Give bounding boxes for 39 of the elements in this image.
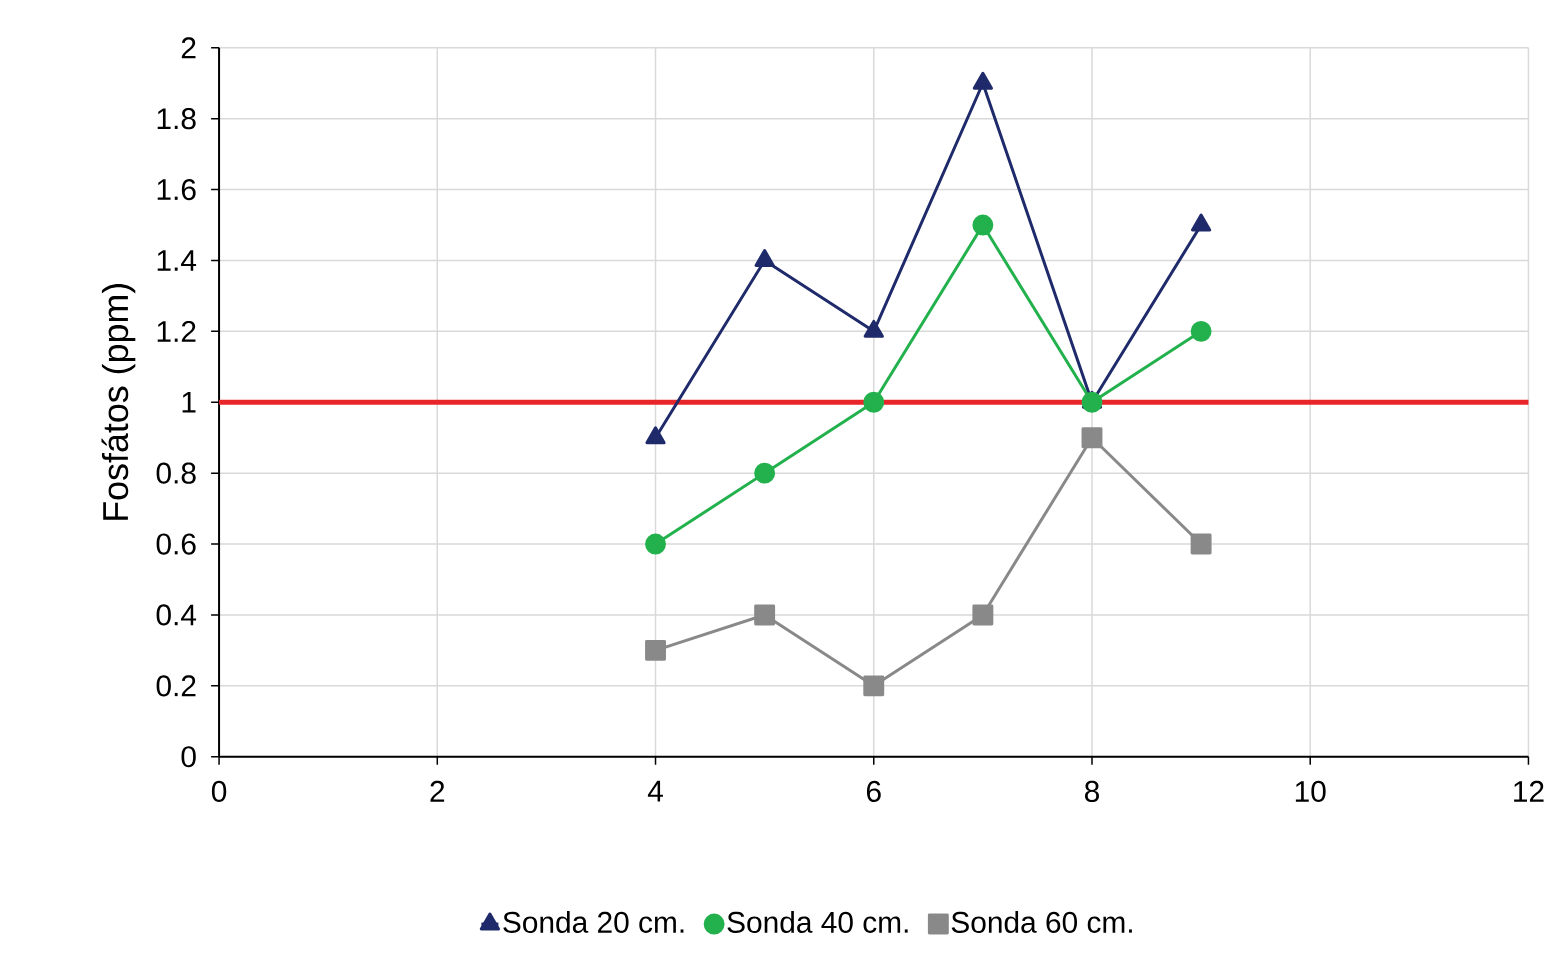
y-tick-label: 2 bbox=[181, 37, 196, 59]
point bbox=[1081, 391, 1103, 413]
point bbox=[863, 391, 885, 413]
x-tick-label: 10 bbox=[1295, 780, 1326, 803]
y-tick-label: 0 bbox=[181, 746, 196, 768]
point bbox=[754, 462, 776, 484]
point bbox=[645, 426, 666, 445]
y-tick-label: 0.4 bbox=[156, 604, 197, 626]
point bbox=[754, 249, 775, 268]
x-tick-label: 12 bbox=[1514, 780, 1544, 802]
x-tick-label: 4 bbox=[647, 780, 663, 802]
y-axis-title: Fosfátos (ppm) bbox=[101, 284, 136, 520]
point bbox=[972, 604, 994, 626]
y-tick-label: 0.6 bbox=[156, 533, 196, 555]
point bbox=[1190, 533, 1212, 555]
point bbox=[972, 214, 994, 236]
point bbox=[645, 533, 666, 555]
point bbox=[863, 675, 885, 697]
x-tick-label: 2 bbox=[430, 780, 445, 802]
y-tick-label: 1.6 bbox=[157, 179, 196, 201]
y-tick-label: 1 bbox=[182, 392, 196, 413]
y-tick-label: 0.2 bbox=[156, 675, 196, 697]
legend-label: Sonda 20 cm. bbox=[503, 911, 684, 934]
x-tick-label: 0 bbox=[211, 780, 227, 803]
legend-label: Sonda 60 cm. bbox=[951, 911, 1132, 934]
point bbox=[645, 640, 666, 661]
point bbox=[863, 319, 884, 338]
y-tick-label: 0.8 bbox=[156, 462, 196, 484]
point bbox=[1081, 427, 1103, 449]
point bbox=[754, 604, 776, 626]
x-tick-label: 8 bbox=[1084, 780, 1099, 803]
y-tick-label: 1.2 bbox=[157, 321, 196, 342]
x-tick-label: 6 bbox=[866, 780, 881, 803]
point bbox=[1190, 213, 1212, 232]
legend-label: Sonda 40 cm. bbox=[727, 911, 908, 934]
y-tick-label: 1.8 bbox=[157, 108, 196, 130]
point bbox=[972, 71, 993, 90]
y-tick-label: 1.4 bbox=[157, 250, 197, 271]
point bbox=[1190, 320, 1212, 342]
